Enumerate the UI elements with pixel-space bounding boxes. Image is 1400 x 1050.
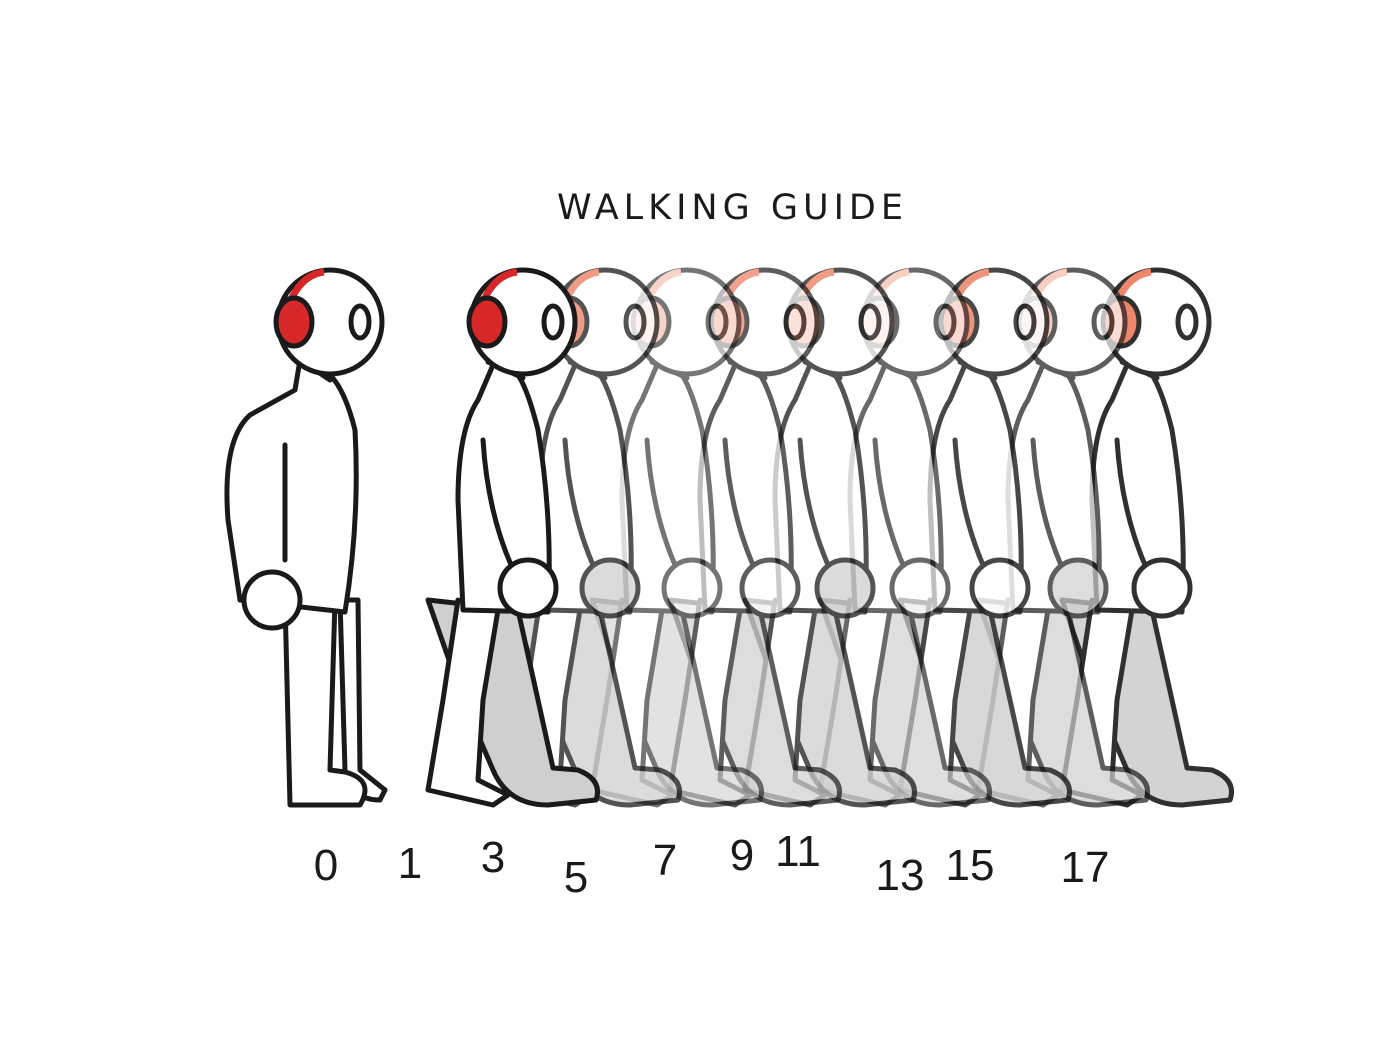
frame-number-label: 15 bbox=[946, 841, 995, 890]
walk-frame-figure bbox=[425, 267, 600, 808]
eye bbox=[541, 303, 565, 341]
eye bbox=[1175, 303, 1199, 341]
hand bbox=[969, 557, 1031, 619]
frame-number-label: 9 bbox=[730, 831, 754, 880]
torso bbox=[224, 357, 359, 615]
torso bbox=[1089, 362, 1186, 615]
eye bbox=[1091, 303, 1115, 341]
torso bbox=[537, 362, 634, 615]
eye bbox=[1013, 303, 1037, 341]
headphone-earcup bbox=[466, 295, 508, 349]
hand bbox=[579, 557, 641, 619]
frame-number-label: 1 bbox=[398, 839, 422, 888]
front-leg bbox=[282, 597, 368, 808]
eye bbox=[858, 303, 882, 341]
torso bbox=[619, 362, 716, 615]
eye bbox=[348, 303, 372, 341]
hand bbox=[814, 557, 876, 619]
walk-frame-figure bbox=[507, 267, 682, 808]
headphone-earcup bbox=[273, 295, 315, 349]
eye bbox=[705, 303, 729, 341]
hand bbox=[1131, 557, 1193, 619]
eye bbox=[933, 303, 957, 341]
torso bbox=[927, 362, 1024, 615]
front-leg bbox=[425, 597, 511, 808]
hand bbox=[661, 557, 723, 619]
eye bbox=[783, 303, 807, 341]
frame-number-label: 0 bbox=[314, 841, 338, 890]
hand bbox=[1047, 557, 1109, 619]
frame-number-label: 17 bbox=[1061, 843, 1110, 892]
frame-number-label: 11 bbox=[775, 827, 821, 876]
hand bbox=[739, 557, 801, 619]
diagram-title: WALKING GUIDE bbox=[557, 188, 908, 228]
eye bbox=[623, 303, 647, 341]
walk-frame-figure bbox=[589, 267, 764, 808]
frame-number-label: 13 bbox=[876, 851, 925, 900]
hand bbox=[889, 557, 951, 619]
frame-number-labels: 0 1 3 5 7 9 11 13 15 17 bbox=[314, 827, 1110, 902]
frame-number-label: 5 bbox=[564, 853, 588, 902]
torso bbox=[455, 362, 552, 615]
hand bbox=[497, 557, 559, 619]
walk-cycle-figures bbox=[224, 267, 1234, 808]
frame-number-label: 7 bbox=[653, 836, 677, 885]
hand bbox=[241, 569, 303, 631]
walk-frame-figure bbox=[224, 267, 388, 808]
frame-number-label: 3 bbox=[481, 833, 505, 882]
